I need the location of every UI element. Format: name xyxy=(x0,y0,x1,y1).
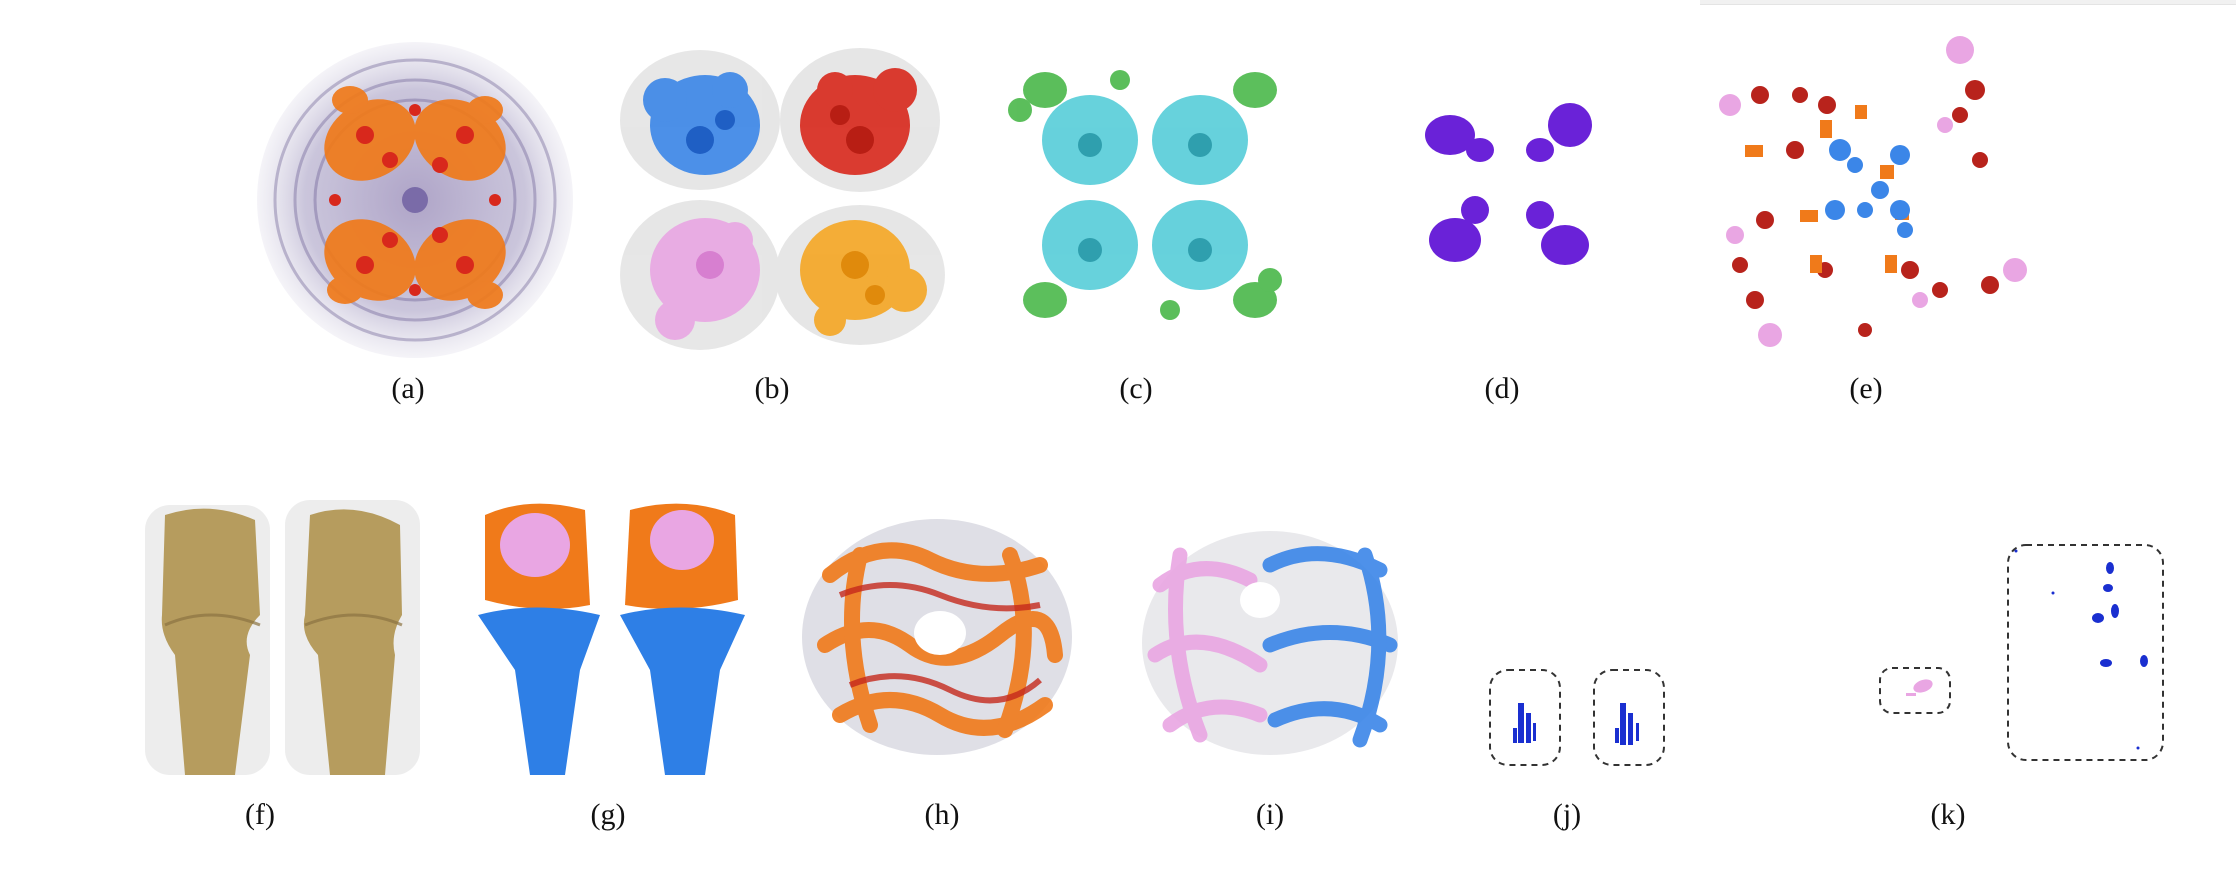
caption-f: (f) xyxy=(245,798,275,831)
panel-f-visualization xyxy=(140,495,430,785)
caption-i: (i) xyxy=(1255,798,1285,831)
panel-i-visualization xyxy=(1140,525,1400,760)
panel-k-visualization xyxy=(1878,543,2168,763)
panel-b-visualization xyxy=(615,30,945,360)
panel-g-visualization xyxy=(470,495,750,785)
caption-b: (b) xyxy=(754,372,790,405)
caption-g: (g) xyxy=(590,798,626,831)
caption-d: (d) xyxy=(1484,372,1520,405)
panel-a-visualization xyxy=(250,40,580,360)
panel-e-visualization xyxy=(1715,30,2035,350)
panel-h-visualization xyxy=(800,515,1075,760)
top-window-edge xyxy=(1700,0,2236,5)
caption-k: (k) xyxy=(1930,798,1966,831)
caption-c: (c) xyxy=(1119,372,1153,405)
panel-j-visualization xyxy=(1488,668,1668,768)
panel-d-visualization xyxy=(1410,95,1610,285)
caption-j: (j) xyxy=(1552,798,1582,831)
caption-h: (h) xyxy=(924,798,960,831)
caption-e: (e) xyxy=(1849,372,1883,405)
caption-a: (a) xyxy=(391,372,425,405)
panel-c-visualization xyxy=(1000,50,1290,340)
